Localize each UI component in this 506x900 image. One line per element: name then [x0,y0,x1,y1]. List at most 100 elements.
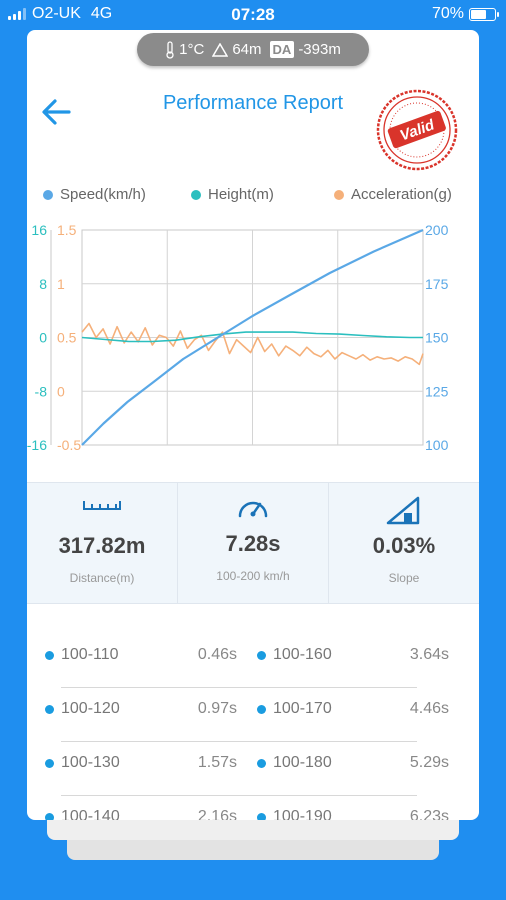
height-line [81,331,423,343]
stat-time: 7.28s 100-200 km/h [177,483,328,603]
valid-stamp: Valid [376,89,458,171]
legend-speed-label: Speed(km/h) [60,186,146,203]
split-range-label: 100-140 [61,808,120,820]
split-time: 0.46s [197,646,237,663]
split-range-label: 100-130 [61,754,120,771]
speed-tick-label: 150 [425,330,449,346]
row-divider [61,741,417,742]
speedometer-icon [238,501,268,518]
acceleration-line [81,322,424,366]
split-row: 100-140 2.16s 100-190 6.23s [27,796,479,820]
stats-panel: 317.82m Distance(m) 7.28s 100-200 km/h 0… [27,482,479,604]
bullet-dot [257,758,266,768]
slope-label: Slope [388,571,420,585]
acceleration-tick-label: 0.5 [57,330,77,346]
battery-status: 70% [431,5,499,23]
carrier-info: O2-UK 4G [8,5,112,23]
split-times-list: 100-110 0.46s 100-160 3.64s 100-120 0.97… [27,634,479,820]
row-divider [61,687,417,688]
row-divider [61,795,417,796]
temperature-item: 1°C [165,40,205,59]
carrier-name: O2-UK [32,5,81,22]
split-range: 100-110 [45,646,119,664]
altitude-value: 64m [232,41,262,58]
split-time: 1.57s [197,754,237,771]
battery-icon [469,7,499,21]
split-range-label: 100-190 [273,808,332,820]
altitude-item: 64m [212,41,262,58]
performance-report-card: 1°C 64m DA -393m Performance Report Vali… [27,30,479,820]
split-range-label: 100-120 [61,700,120,717]
bullet-dot [45,704,54,714]
legend-height: Height(m) [191,186,274,203]
acceleration-tick-label: 1.5 [57,222,77,238]
height-tick-label: -16 [27,437,47,453]
performance-chart: 16 8 0 -8 -16 1.5 1 0.5 0 -0.5 200 175 150 125 100 [27,222,449,453]
acceleration-tick-label: 0 [57,383,65,399]
bullet-dot [45,650,54,660]
bullet-dot [257,812,266,820]
split-range: 100-190 [257,808,332,820]
split-range: 100-130 [45,754,120,772]
legend-speed: Speed(km/h) [43,186,146,203]
speed-tick-label: 125 [425,383,449,399]
split-range: 100-140 [45,808,120,820]
distance-label: Distance(m) [69,571,135,585]
page-title: Performance Report [162,92,344,114]
split-time: 5.29s [409,754,449,771]
legend-acceleration-dot [334,189,344,200]
bullet-dot [45,812,54,820]
acceleration-tick-label: 1 [57,276,65,292]
signal-icon [8,8,26,20]
split-time: 2.16s [197,808,237,820]
time-value: 7.28s [225,531,281,556]
mountain-icon [212,42,229,57]
ruler-icon [83,501,121,510]
split-range-label: 100-170 [273,700,332,717]
split-row: 100-110 0.46s 100-160 3.64s [27,634,479,688]
clock: 07:28 [231,5,275,24]
legend-speed-dot [43,189,53,200]
stat-slope: 0.03% Slope [328,483,479,603]
status-bar: O2-UK 4G 07:28 70% [0,0,506,28]
split-time: 6.23s [409,808,449,820]
speed-line [81,228,424,446]
legend-height-dot [191,189,201,200]
split-row: 100-120 0.97s 100-170 4.46s [27,688,479,742]
temperature-value: 1°C [179,41,205,58]
density-altitude-item: DA -393m [269,41,341,58]
height-tick-label: -8 [35,383,48,399]
split-range-label: 100-110 [61,646,119,663]
split-time: 4.46s [409,700,449,717]
bullet-dot [257,704,266,714]
chart-legend: Speed(km/h) Height(m) Acceleration(g) [27,186,479,206]
split-range: 100-160 [257,646,332,664]
network-type: 4G [90,5,113,22]
height-tick-label: 0 [39,330,47,346]
split-range-label: 100-160 [273,646,332,663]
back-arrow-icon[interactable] [37,92,77,132]
split-range: 100-170 [257,700,332,718]
battery-percent: 70% [431,5,464,22]
acceleration-tick-label: -0.5 [57,437,81,453]
density-altitude-value: -393m [298,41,341,58]
legend-acceleration: Acceleration(g) [334,186,452,203]
split-range: 100-120 [45,700,120,718]
speed-tick-label: 175 [425,276,449,292]
height-tick-label: 16 [31,222,47,238]
da-label: DA [269,41,295,58]
time-label: 100-200 km/h [216,569,290,583]
bullet-dot [45,758,54,768]
distance-value: 317.82m [58,533,146,558]
split-time: 3.64s [409,646,449,663]
conditions-pill: 1°C 64m DA -393m [137,33,369,66]
split-time: 0.97s [197,700,237,717]
split-range-label: 100-180 [273,754,332,771]
stat-distance: 317.82m Distance(m) [27,483,177,603]
speed-tick-label: 200 [425,222,449,238]
height-tick-label: 8 [39,276,47,292]
thermometer-icon [166,40,174,59]
slope-value: 0.03% [372,533,436,558]
slope-icon [386,496,420,525]
split-row: 100-130 1.57s 100-180 5.29s [27,742,479,796]
